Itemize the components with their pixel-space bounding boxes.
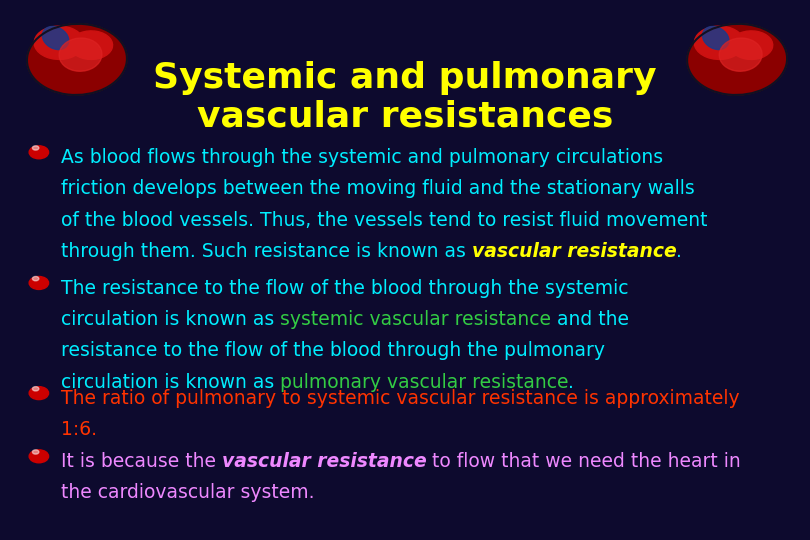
Text: resistance to the flow of the blood through the pulmonary: resistance to the flow of the blood thro…	[61, 341, 605, 360]
Text: The resistance to the flow of the blood through the systemic: The resistance to the flow of the blood …	[61, 279, 629, 298]
Ellipse shape	[702, 26, 729, 50]
Circle shape	[32, 276, 39, 281]
Text: vascular resistance: vascular resistance	[471, 242, 676, 261]
Text: As blood flows through the systemic and pulmonary circulations: As blood flows through the systemic and …	[61, 148, 663, 167]
Ellipse shape	[34, 26, 84, 59]
Text: .: .	[676, 242, 682, 261]
Text: It is because the: It is because the	[61, 452, 222, 471]
Text: the cardiovascular system.: the cardiovascular system.	[61, 483, 314, 502]
Circle shape	[29, 146, 49, 159]
Text: and the: and the	[551, 310, 629, 329]
Text: vascular resistance: vascular resistance	[222, 452, 427, 471]
Circle shape	[32, 450, 39, 454]
Text: circulation is known as: circulation is known as	[61, 310, 280, 329]
Ellipse shape	[719, 38, 762, 71]
Ellipse shape	[42, 26, 69, 50]
Text: vascular resistances: vascular resistances	[197, 99, 613, 133]
Ellipse shape	[730, 31, 773, 59]
Text: systemic vascular resistance: systemic vascular resistance	[280, 310, 551, 329]
Ellipse shape	[687, 24, 787, 95]
Circle shape	[32, 387, 39, 391]
Text: The ratio of pulmonary to systemic vascular resistance is approximately: The ratio of pulmonary to systemic vascu…	[61, 389, 740, 408]
Ellipse shape	[70, 31, 113, 59]
Text: to flow that we need the heart in: to flow that we need the heart in	[427, 452, 741, 471]
Text: through them. Such resistance is known as: through them. Such resistance is known a…	[61, 242, 471, 261]
Ellipse shape	[27, 24, 127, 95]
Text: Systemic and pulmonary: Systemic and pulmonary	[153, 62, 657, 95]
Circle shape	[29, 450, 49, 463]
Circle shape	[29, 276, 49, 289]
Ellipse shape	[59, 38, 102, 71]
Text: circulation is known as: circulation is known as	[61, 373, 280, 392]
Circle shape	[29, 387, 49, 400]
Text: pulmonary vascular resistance: pulmonary vascular resistance	[280, 373, 569, 392]
Circle shape	[32, 146, 39, 150]
Text: .: .	[569, 373, 574, 392]
Text: of the blood vessels. Thus, the vessels tend to resist fluid movement: of the blood vessels. Thus, the vessels …	[61, 211, 707, 229]
Text: 1:6.: 1:6.	[61, 420, 96, 439]
Ellipse shape	[694, 26, 744, 59]
Text: friction develops between the moving fluid and the stationary walls: friction develops between the moving flu…	[61, 179, 694, 198]
